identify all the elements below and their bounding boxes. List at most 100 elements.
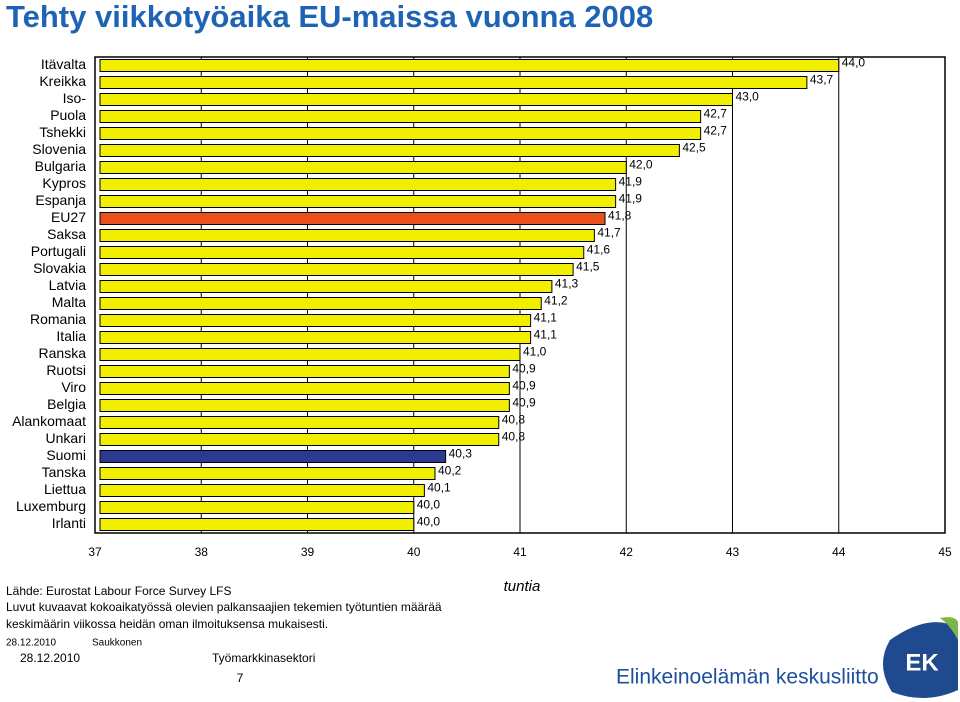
y-tick-label: Malta (52, 294, 86, 310)
value-label: 40,9 (512, 396, 536, 410)
y-tick-label: Viro (61, 379, 86, 395)
value-label: 41,5 (576, 260, 600, 274)
value-label: 40,3 (449, 447, 473, 461)
logo-accent (940, 617, 958, 640)
y-tick-label: Tanska (42, 464, 87, 480)
value-label: 40,0 (417, 498, 441, 512)
value-label: 40,9 (512, 362, 536, 376)
y-tick-label: Kreikka (39, 73, 86, 89)
y-tick-label: Liettua (44, 481, 86, 497)
x-tick-label: 43 (726, 545, 740, 559)
y-tick-label: Iso- (63, 90, 87, 106)
y-tick-label: Slovenia (32, 141, 86, 157)
bar (99, 399, 510, 412)
value-label: 42,5 (682, 141, 706, 155)
y-tick-label: Slovakia (33, 260, 86, 276)
x-axis-label: tuntia (504, 578, 541, 595)
value-label: 41,7 (597, 226, 621, 240)
y-tick-label: Irlanti (52, 515, 86, 531)
y-tick-label: Ranska (39, 345, 87, 361)
y-tick-label: Saksa (47, 226, 86, 242)
bar (99, 263, 574, 276)
value-label: 42,7 (704, 124, 728, 138)
value-label: 40,8 (502, 413, 526, 427)
y-tick-label: Alankomaat (12, 413, 86, 429)
value-label: 41,2 (544, 294, 568, 308)
logo-text: EK (905, 649, 939, 676)
value-label: 43,0 (736, 90, 760, 104)
value-label: 41,1 (534, 328, 558, 342)
bar (99, 382, 510, 395)
value-label: 41,9 (619, 192, 643, 206)
footer-date: 28.12.2010 (20, 651, 80, 665)
value-label: 40,0 (417, 515, 441, 529)
bar (99, 127, 702, 140)
bar (99, 433, 500, 446)
value-label: 41,3 (555, 277, 579, 291)
bar (99, 246, 585, 259)
y-tick-label: EU27 (51, 209, 86, 225)
value-label: 40,8 (502, 430, 526, 444)
bar (99, 144, 680, 157)
x-tick-label: 40 (407, 545, 421, 559)
x-tick-label: 44 (832, 545, 846, 559)
bar (99, 297, 542, 310)
bar (99, 365, 510, 378)
bar (99, 518, 415, 531)
note: Luvut kuvaavat kokoaikatyössä olevien pa… (6, 600, 442, 614)
bar (99, 76, 808, 89)
value-label: 41,8 (608, 209, 632, 223)
footer-author: Saukkonen (92, 638, 142, 649)
bar (99, 161, 627, 174)
bar (99, 450, 447, 463)
value-label: 41,0 (523, 345, 547, 359)
x-tick-label: 45 (938, 545, 952, 559)
y-tick-label: Kypros (42, 175, 86, 191)
chart-title: Tehty viikkotyöaika EU-maissa vuonna 200… (6, 0, 653, 34)
bar (99, 467, 436, 480)
footer-date: 28.12.2010 (6, 638, 56, 649)
y-tick-label: Romania (30, 311, 86, 327)
note: Lähde: Eurostat Labour Force Survey LFS (6, 584, 231, 598)
y-tick-label: Belgia (47, 396, 86, 412)
value-label: 40,9 (512, 379, 536, 393)
value-label: 44,0 (842, 56, 866, 70)
value-label: 41,1 (534, 311, 558, 325)
y-tick-label: Italia (56, 328, 86, 344)
y-tick-label: Tshekki (39, 124, 86, 140)
bar (99, 280, 553, 293)
y-tick-label: Ruotsi (46, 362, 86, 378)
bar (99, 93, 733, 106)
value-label: 43,7 (810, 73, 834, 87)
x-tick-label: 41 (513, 545, 527, 559)
x-tick-label: 38 (195, 545, 209, 559)
x-tick-label: 37 (88, 545, 102, 559)
note: keskimäärin viikossa heidän oman ilmoitu… (6, 617, 328, 631)
value-label: 40,2 (438, 464, 462, 478)
bar (99, 212, 606, 225)
bar (99, 195, 617, 208)
value-label: 42,0 (629, 158, 653, 172)
bar (99, 501, 415, 514)
y-tick-label: Suomi (46, 447, 86, 463)
bar (99, 348, 521, 361)
value-label: 40,1 (427, 481, 451, 495)
organization: Elinkeinoelämän keskusliitto (616, 666, 879, 689)
bar (99, 484, 425, 497)
value-label: 41,6 (587, 243, 611, 257)
bar (99, 110, 702, 123)
y-tick-label: Puola (50, 107, 86, 123)
bar (99, 178, 617, 191)
y-tick-label: Portugali (31, 243, 86, 259)
footer-department: Työmarkkinasektori (212, 651, 315, 665)
y-tick-label: Bulgaria (35, 158, 87, 174)
y-tick-label: Unkari (46, 430, 86, 446)
bar (99, 229, 595, 242)
y-tick-label: Itävalta (41, 56, 86, 72)
page-number: 7 (237, 671, 244, 685)
x-tick-label: 42 (620, 545, 634, 559)
value-label: 41,9 (619, 175, 643, 189)
value-label: 42,7 (704, 107, 728, 121)
y-tick-label: Espanja (35, 192, 86, 208)
